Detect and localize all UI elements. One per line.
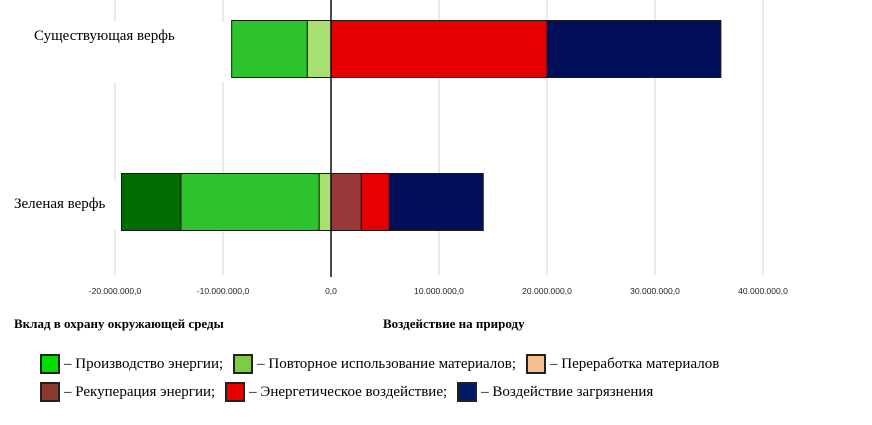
legend-label: – Энергетическое воздействие; <box>249 383 448 400</box>
x-tick-label: 30.000.000,0 <box>630 286 680 296</box>
bar-segment <box>231 20 308 78</box>
bar-segment <box>330 20 548 78</box>
legend-label: – Воздействие загрязнения <box>481 383 654 400</box>
bar-segment <box>330 173 362 231</box>
bar-segment <box>180 173 320 231</box>
legend-swatch <box>40 354 60 374</box>
x-tick-label: 20.000.000,0 <box>522 286 572 296</box>
x-tick-labels: -20.000.000,0 -10.000.000,0 0,0 10.000.000,… <box>89 286 788 296</box>
bar-segment <box>360 173 390 231</box>
bars <box>8 20 722 231</box>
stacked-bar-chart: -20.000.000,0 -10.000.000,0 0,0 10.000.000,… <box>8 0 789 296</box>
legend-row: – Производство энергии; – Повторное испо… <box>40 350 870 378</box>
legend-swatch <box>225 382 246 402</box>
legend-item-energy-impact: – Энергетическое воздействие; <box>225 382 447 402</box>
x-tick-label: -20.000.000,0 <box>89 286 142 296</box>
legend-item-material-recycling: – Переработка материалов <box>526 354 719 374</box>
label-background <box>28 22 233 82</box>
legend-label: – Повторное использование материалов; <box>257 355 517 372</box>
x-tick-label: 0,0 <box>325 286 337 296</box>
legend-swatch <box>233 354 254 374</box>
legend-swatch <box>526 354 547 374</box>
category-label-existing: Существующая верфь <box>34 28 175 44</box>
legend: – Производство энергии; – Повторное испо… <box>40 350 870 406</box>
legend-label: – Рекуперация энергии; <box>64 383 216 400</box>
legend-item-material-reuse: – Повторное использование материалов; <box>233 354 516 374</box>
bar-segment <box>546 20 722 78</box>
x-tick-label: 40.000.000,0 <box>738 286 788 296</box>
legend-item-energy-production: – Производство энергии; <box>40 354 223 374</box>
x-axis-caption-right: Воздействие на природу <box>383 316 525 331</box>
legend-swatch <box>457 382 478 402</box>
legend-label: – Переработка материалов <box>550 355 720 372</box>
legend-row: – Рекуперация энергии; – Энергетическое … <box>40 378 870 406</box>
x-tick-label: -10.000.000,0 <box>197 286 250 296</box>
category-label-green: Зеленая верфь <box>14 196 106 212</box>
legend-swatch <box>40 382 60 402</box>
bar-segment <box>120 173 182 231</box>
x-axis-caption-left: Вклад в охрану окружающей среды <box>14 316 224 331</box>
bar-segment <box>318 173 332 231</box>
bar-segment <box>388 173 484 231</box>
legend-label: – Производство энергии; <box>64 355 224 372</box>
x-tick-label: 10.000.000,0 <box>414 286 464 296</box>
legend-item-energy-recovery: – Рекуперация энергии; <box>40 382 215 402</box>
bar-segment <box>306 20 332 78</box>
legend-item-pollution-impact: – Воздействие загрязнения <box>457 382 653 402</box>
